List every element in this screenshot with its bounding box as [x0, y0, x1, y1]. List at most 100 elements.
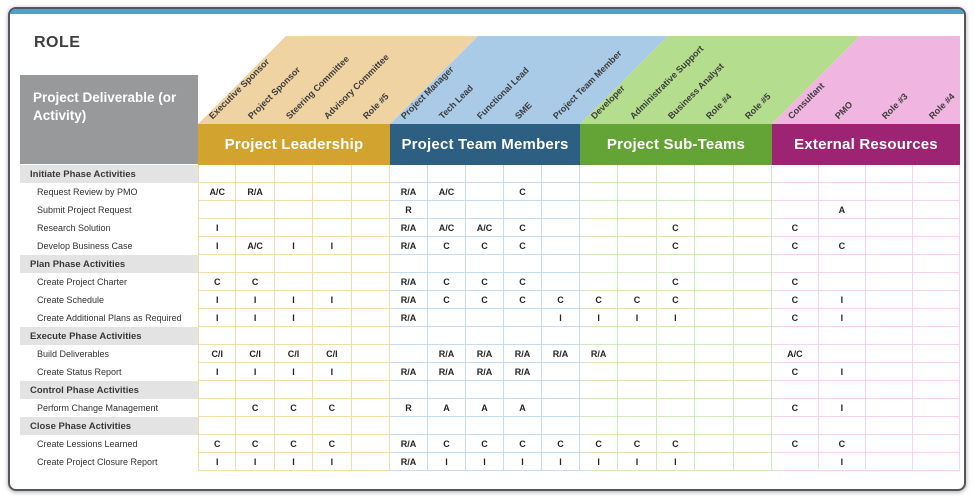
- matrix-cell[interactable]: [541, 381, 580, 399]
- matrix-cell[interactable]: I: [198, 237, 237, 255]
- matrix-cell[interactable]: [618, 255, 657, 273]
- matrix-cell[interactable]: [313, 165, 352, 183]
- matrix-cell[interactable]: [771, 201, 819, 219]
- matrix-cell[interactable]: I: [313, 291, 352, 309]
- matrix-cell[interactable]: [503, 417, 542, 435]
- matrix-cell[interactable]: [695, 417, 734, 435]
- matrix-cell[interactable]: R/A: [389, 435, 428, 453]
- matrix-cell[interactable]: [656, 183, 696, 201]
- matrix-cell[interactable]: A/C: [771, 345, 819, 363]
- matrix-cell[interactable]: [503, 309, 542, 327]
- matrix-cell[interactable]: I: [274, 291, 314, 309]
- matrix-cell[interactable]: R: [389, 201, 428, 219]
- matrix-cell[interactable]: C: [771, 219, 819, 237]
- matrix-cell[interactable]: I: [274, 453, 314, 471]
- matrix-cell[interactable]: [912, 435, 960, 453]
- matrix-cell[interactable]: [198, 417, 237, 435]
- matrix-cell[interactable]: [618, 237, 657, 255]
- matrix-cell[interactable]: I: [818, 453, 866, 471]
- matrix-cell[interactable]: I: [313, 453, 352, 471]
- matrix-cell[interactable]: R/A: [389, 309, 428, 327]
- matrix-cell[interactable]: [656, 381, 696, 399]
- matrix-cell[interactable]: I: [274, 237, 314, 255]
- matrix-cell[interactable]: [818, 165, 866, 183]
- matrix-cell[interactable]: [695, 363, 734, 381]
- matrix-cell[interactable]: R/A: [389, 183, 428, 201]
- matrix-cell[interactable]: [695, 291, 734, 309]
- matrix-cell[interactable]: R/A: [465, 345, 504, 363]
- matrix-cell[interactable]: I: [656, 309, 696, 327]
- matrix-cell[interactable]: [579, 255, 619, 273]
- matrix-cell[interactable]: C/I: [274, 345, 314, 363]
- matrix-cell[interactable]: R/A: [389, 453, 428, 471]
- matrix-cell[interactable]: [465, 381, 504, 399]
- matrix-cell[interactable]: C: [771, 291, 819, 309]
- matrix-cell[interactable]: I: [313, 237, 352, 255]
- matrix-cell[interactable]: [733, 345, 772, 363]
- matrix-cell[interactable]: [695, 237, 734, 255]
- matrix-cell[interactable]: [465, 309, 504, 327]
- matrix-cell[interactable]: [818, 219, 866, 237]
- matrix-cell[interactable]: C: [274, 435, 314, 453]
- matrix-cell[interactable]: [618, 417, 657, 435]
- matrix-cell[interactable]: [618, 201, 657, 219]
- matrix-cell[interactable]: [541, 273, 580, 291]
- matrix-cell[interactable]: C: [427, 237, 466, 255]
- matrix-cell[interactable]: I: [198, 453, 237, 471]
- matrix-cell[interactable]: I: [579, 309, 619, 327]
- matrix-cell[interactable]: [313, 309, 352, 327]
- matrix-cell[interactable]: [427, 381, 466, 399]
- matrix-cell[interactable]: [274, 273, 314, 291]
- matrix-cell[interactable]: [771, 381, 819, 399]
- matrix-cell[interactable]: [656, 417, 696, 435]
- matrix-cell[interactable]: [503, 381, 542, 399]
- matrix-cell[interactable]: A/C: [427, 219, 466, 237]
- matrix-cell[interactable]: [695, 435, 734, 453]
- matrix-cell[interactable]: [618, 327, 657, 345]
- matrix-cell[interactable]: R/A: [579, 345, 619, 363]
- matrix-cell[interactable]: C: [818, 435, 866, 453]
- matrix-cell[interactable]: [198, 327, 237, 345]
- matrix-cell[interactable]: [733, 309, 772, 327]
- matrix-cell[interactable]: [465, 417, 504, 435]
- matrix-cell[interactable]: C: [656, 237, 696, 255]
- matrix-cell[interactable]: [427, 255, 466, 273]
- matrix-cell[interactable]: [618, 363, 657, 381]
- matrix-cell[interactable]: [236, 201, 275, 219]
- matrix-cell[interactable]: I: [618, 453, 657, 471]
- matrix-cell[interactable]: [351, 291, 390, 309]
- matrix-cell[interactable]: C: [465, 291, 504, 309]
- matrix-cell[interactable]: I: [274, 363, 314, 381]
- matrix-cell[interactable]: C: [313, 435, 352, 453]
- matrix-cell[interactable]: C/I: [236, 345, 275, 363]
- matrix-cell[interactable]: [771, 183, 819, 201]
- matrix-cell[interactable]: [865, 399, 913, 417]
- matrix-cell[interactable]: [541, 201, 580, 219]
- matrix-cell[interactable]: C/I: [198, 345, 237, 363]
- matrix-cell[interactable]: [503, 165, 542, 183]
- matrix-cell[interactable]: R/A: [389, 291, 428, 309]
- matrix-cell[interactable]: [865, 291, 913, 309]
- matrix-cell[interactable]: [389, 417, 428, 435]
- matrix-cell[interactable]: I: [198, 219, 237, 237]
- matrix-cell[interactable]: [351, 345, 390, 363]
- matrix-cell[interactable]: [818, 345, 866, 363]
- matrix-cell[interactable]: [351, 201, 390, 219]
- matrix-cell[interactable]: [541, 165, 580, 183]
- matrix-cell[interactable]: C: [198, 273, 237, 291]
- matrix-cell[interactable]: [818, 273, 866, 291]
- matrix-cell[interactable]: [865, 417, 913, 435]
- matrix-cell[interactable]: [818, 381, 866, 399]
- matrix-cell[interactable]: [274, 165, 314, 183]
- matrix-cell[interactable]: [695, 255, 734, 273]
- matrix-cell[interactable]: [912, 345, 960, 363]
- matrix-cell[interactable]: [733, 363, 772, 381]
- matrix-cell[interactable]: [656, 345, 696, 363]
- matrix-cell[interactable]: C: [541, 291, 580, 309]
- matrix-cell[interactable]: A/C: [465, 219, 504, 237]
- matrix-cell[interactable]: [579, 201, 619, 219]
- matrix-cell[interactable]: [733, 201, 772, 219]
- matrix-cell[interactable]: [236, 327, 275, 345]
- matrix-cell[interactable]: [865, 219, 913, 237]
- matrix-cell[interactable]: C: [503, 219, 542, 237]
